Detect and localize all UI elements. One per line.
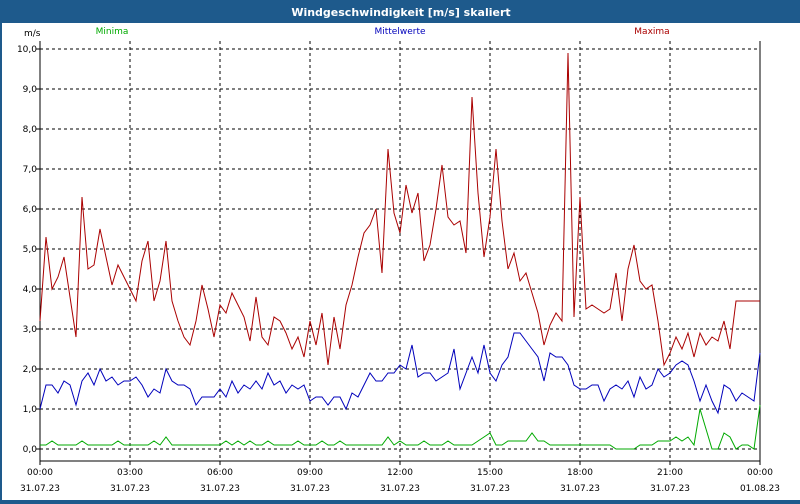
x-tick-label-date: 31.07.23 (110, 484, 150, 494)
window-title: Windgeschwindigkeit [m/s] skaliert (1, 1, 800, 23)
legend-entry-mittelwerte: Mittelwerte (374, 27, 425, 37)
series-line-minima (40, 404, 761, 450)
y-tick-label: 8,0 (23, 125, 38, 135)
x-tick-label-time: 12:00 (387, 468, 413, 478)
y-tick-label: 2,0 (23, 365, 38, 375)
x-tick-label-date: 31.07.23 (200, 484, 240, 494)
x-tick-label-time: 18:00 (567, 468, 593, 478)
y-tick-label: 6,0 (23, 205, 38, 215)
y-tick-label: 4,0 (23, 285, 38, 295)
x-tick-label-time: 21:00 (657, 468, 683, 478)
x-tick-label-time: 15:00 (477, 468, 503, 478)
x-tick-label-time: 00:00 (747, 468, 773, 478)
x-tick-label-date: 31.07.23 (650, 484, 690, 494)
y-tick-label: 9,0 (23, 85, 38, 95)
x-tick-label-date: 31.07.23 (560, 484, 600, 494)
x-tick-label-date: 31.07.23 (380, 484, 420, 494)
y-tick-label: 3,0 (23, 325, 38, 335)
wind-speed-chart: 0,0 1,0 2,0 3,0 4,0 5,0 6,0 7,0 8,0 9,0 10,0 00:00 3… (17, 27, 780, 494)
legend-entry-maxima: Maxima (634, 27, 669, 37)
series-line-mittelwerte (39, 332, 761, 415)
y-tick-label: 7,0 (23, 165, 38, 175)
y-tick-label: 1,0 (23, 405, 38, 415)
y-tick-label: 10,0 (17, 45, 37, 55)
x-tick-label-time: 00:00 (27, 468, 53, 478)
y-tick-label: 0,0 (23, 445, 38, 455)
x-tick-label-time: 06:00 (207, 468, 233, 478)
x-tick-label-date: 31.07.23 (290, 484, 330, 494)
x-tick-label-date: 31.07.23 (20, 484, 60, 494)
legend-entry-minima: Minima (96, 27, 129, 37)
series-line-maxima (39, 52, 760, 367)
x-tick-label-date: 01.08.23 (740, 484, 780, 494)
x-tick-label-time: 03:00 (117, 468, 143, 478)
plot-area: 0,0 1,0 2,0 3,0 4,0 5,0 6,0 7,0 8,0 9,0 10,0 00:00 3… (2, 23, 800, 500)
x-tick-label-date: 31.07.23 (470, 484, 510, 494)
y-tick-label: 5,0 (23, 245, 38, 255)
x-tick-label-time: 09:00 (297, 468, 323, 478)
y-axis-label: m/s (24, 29, 41, 39)
